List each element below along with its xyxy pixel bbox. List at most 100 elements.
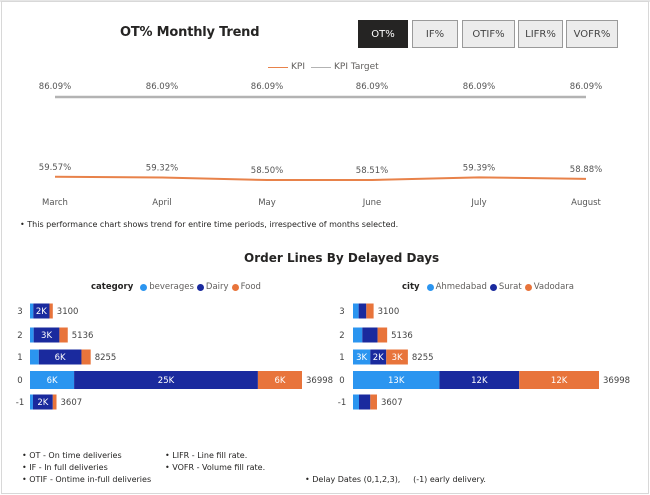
bar-total-label: 8255 (412, 353, 434, 363)
bar-segment-surat[interactable] (358, 303, 367, 319)
bar-segment-label: 3K (41, 331, 52, 341)
delay-day-tick-label: 1 (17, 353, 22, 363)
bar-total-label: 3607 (381, 398, 403, 408)
bar-segment-vadodara[interactable] (519, 371, 599, 389)
bar-segment-vadodara[interactable] (370, 394, 377, 410)
bar-segment-ahmedabad[interactable] (353, 371, 440, 389)
bar-segment-label: 6K (55, 353, 66, 363)
bar-segment-dairy[interactable] (32, 394, 53, 410)
bar-segment-dairy[interactable] (38, 349, 82, 365)
delay-day-tick-label: 3 (339, 307, 344, 317)
section-title: Order Lines By Delayed Days (244, 251, 440, 265)
bar-segment-ahmedabad[interactable] (353, 327, 363, 343)
kpi-legend-swatch (268, 66, 288, 68)
bar-segment-food[interactable] (49, 303, 53, 319)
target-data-label: 86.09% (356, 82, 388, 92)
bar-segment-surat[interactable] (358, 394, 371, 410)
month-tick-label: June (362, 198, 382, 208)
kpi-button-ot[interactable]: OT% (358, 20, 408, 48)
bar-segment-food[interactable] (81, 349, 91, 365)
target-data-label: 86.09% (251, 82, 283, 92)
month-tick-label: March (42, 198, 68, 208)
bar-segment-beverages[interactable] (30, 327, 34, 343)
bar-segment-label: 2K (36, 307, 47, 317)
kpi-data-label: 58.51% (356, 166, 388, 176)
bar-total-label: 3100 (378, 307, 400, 317)
bar-total-label: 36998 (306, 376, 333, 386)
bar-segment-beverages[interactable] (30, 349, 39, 365)
bar-segment-vadodara[interactable] (386, 349, 408, 365)
bar-segment-vadodara[interactable] (366, 303, 374, 319)
bar-segment-surat[interactable] (370, 349, 387, 365)
kpi-button-if[interactable]: IF% (412, 20, 458, 48)
bar-segment-label: 2K (373, 353, 384, 363)
bar-segment-label: 3K (392, 353, 403, 363)
bar-segment-surat[interactable] (439, 371, 520, 389)
bar-segment-food[interactable] (59, 327, 68, 343)
delay-day-tick-label: 0 (339, 376, 344, 386)
legend-food: Food (240, 282, 261, 292)
bar-segment-dairy[interactable] (33, 327, 60, 343)
bar-total-label: 3607 (61, 398, 83, 408)
delay-day-tick-label: 1 (339, 353, 344, 363)
bar-segment-food[interactable] (257, 371, 302, 389)
beverages-dot-icon (140, 283, 148, 291)
bar-segment-label: 2K (37, 398, 48, 408)
legend-ahmedabad: Ahmedabad (435, 282, 487, 292)
bar-segment-ahmedabad[interactable] (353, 303, 359, 319)
delay-day-tick-label: -1 (16, 398, 24, 408)
bar-segment-label: 25K (158, 376, 175, 386)
bar-segment-label: 6K (274, 376, 285, 386)
bar-total-label: 36998 (603, 376, 630, 386)
category-legend: category beverages Dairy Food (91, 282, 261, 292)
bar-segment-label: 12K (471, 376, 488, 386)
footer-col-3: • Delay Dates (0,1,2,3), (-1) early deli… (305, 450, 486, 495)
bar-segment-label: 12K (551, 376, 568, 386)
footer-lifr-note: • LIFR - Line fill rate. (165, 451, 248, 460)
bar-segment-food[interactable] (52, 394, 57, 410)
bar-segment-dairy[interactable] (74, 371, 258, 389)
target-legend-swatch (310, 66, 331, 68)
month-tick-label: August (571, 198, 601, 208)
bar-total-label: 5136 (72, 331, 94, 341)
trend-note: • This performance chart shows trend for… (20, 220, 399, 229)
dairy-dot-icon (196, 283, 204, 291)
ahmedabad-dot-icon (426, 283, 434, 291)
legend-beverages: beverages (149, 282, 194, 292)
target-data-label: 86.09% (463, 82, 495, 92)
bar-segment-beverages[interactable] (30, 371, 75, 389)
kpi-data-label: 58.50% (251, 166, 283, 176)
line-chart: 86.09% 86.09% 86.09% 86.09% 86.09% 86.09% 59.5… (39, 82, 602, 208)
food-dot-icon (231, 283, 239, 291)
bar-total-label: 5136 (391, 331, 413, 341)
bar-segment-surat[interactable] (362, 327, 378, 343)
city-legend: city Ahmedabad Surat Vadodara (402, 282, 574, 292)
bar-total-label: 3100 (57, 307, 79, 317)
bar-segment-ahmedabad[interactable] (353, 349, 371, 365)
bar-segment-vadodara[interactable] (377, 327, 388, 343)
bar-segment-ahmedabad[interactable] (353, 394, 359, 410)
footer-otif-note: • OTIF - Ontime in-full deliveries (22, 475, 152, 484)
bar-segment-beverages[interactable] (30, 303, 34, 319)
category-legend-title: category (91, 282, 134, 292)
target-data-label: 86.09% (146, 82, 178, 92)
kpi-button-otif[interactable]: OTIF% (462, 20, 515, 48)
bar-segment-beverages[interactable] (30, 394, 33, 410)
bar-segment-label: 6K (47, 376, 58, 386)
kpi-data-label: 58.88% (570, 165, 602, 175)
kpi-data-label: 59.32% (146, 164, 178, 174)
bar-total-label: 8255 (95, 353, 117, 363)
kpi-button-vofr[interactable]: VOFR% (566, 20, 618, 48)
legend-vadodara: Vadodara (533, 282, 574, 292)
bar-segment-dairy[interactable] (33, 303, 50, 319)
target-legend-label: KPI Target (333, 62, 379, 72)
surat-dot-icon (489, 283, 497, 291)
vadodara-dot-icon (524, 283, 532, 291)
bar-segment-label: 3K (356, 353, 367, 363)
kpi-data-label: 59.39% (463, 163, 495, 173)
kpi-button-lifr[interactable]: LIFR% (518, 20, 563, 48)
legend-surat: Surat (498, 282, 522, 292)
